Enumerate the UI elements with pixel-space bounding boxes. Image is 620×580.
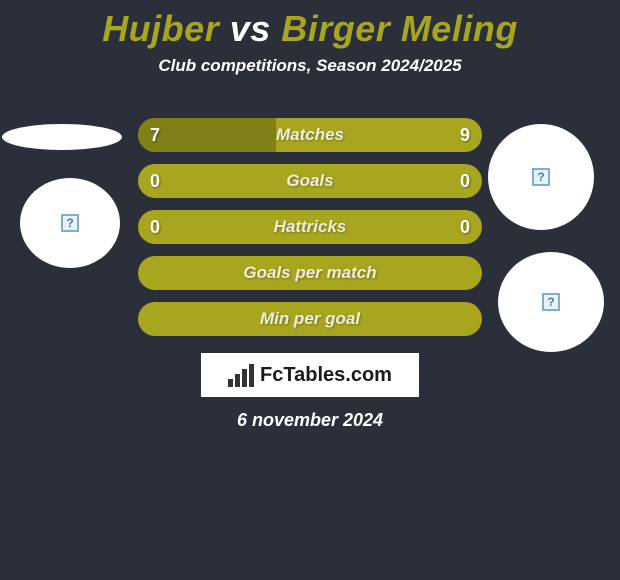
stats-container: 7 Matches 9 0 Goals 0 0 Hattricks 0 Goals per mat… — [138, 118, 482, 348]
stat-row: 7 Matches 9 — [138, 118, 482, 152]
stat-label: Goals per match — [243, 263, 376, 283]
stat-row: Goals per match — [138, 256, 482, 290]
fctables-text: FcTables.com — [260, 364, 392, 387]
vs-text: vs — [230, 8, 271, 49]
player2-avatar-top: ? — [488, 124, 594, 230]
placeholder-image-icon: ? — [61, 214, 79, 232]
stat-row: Min per goal — [138, 302, 482, 336]
decorative-ellipse — [2, 124, 122, 150]
stat-value-left: 0 — [150, 171, 160, 192]
stat-value-right: 0 — [460, 217, 470, 238]
subtitle: Club competitions, Season 2024/2025 — [0, 56, 620, 76]
placeholder-image-icon: ? — [532, 168, 550, 186]
comparison-title: Hujber vs Birger Meling — [0, 0, 620, 50]
fctables-logo-icon — [228, 364, 254, 387]
player2-avatar-bottom: ? — [498, 252, 604, 352]
stat-value-right: 0 — [460, 171, 470, 192]
placeholder-image-icon: ? — [542, 293, 560, 311]
player1-avatar: ? — [20, 178, 120, 268]
stat-row: 0 Goals 0 — [138, 164, 482, 198]
player1-name: Hujber — [102, 8, 219, 49]
stat-value-right: 9 — [460, 125, 470, 146]
stat-label: Goals — [286, 171, 333, 191]
date-text: 6 november 2024 — [237, 410, 383, 431]
stat-label: Min per goal — [260, 309, 360, 329]
stat-label: Matches — [276, 125, 344, 145]
stat-label: Hattricks — [274, 217, 347, 237]
fctables-badge: FcTables.com — [201, 353, 419, 397]
player2-name: Birger Meling — [281, 8, 518, 49]
stat-row: 0 Hattricks 0 — [138, 210, 482, 244]
stat-value-left: 0 — [150, 217, 160, 238]
stat-value-left: 7 — [150, 125, 160, 146]
